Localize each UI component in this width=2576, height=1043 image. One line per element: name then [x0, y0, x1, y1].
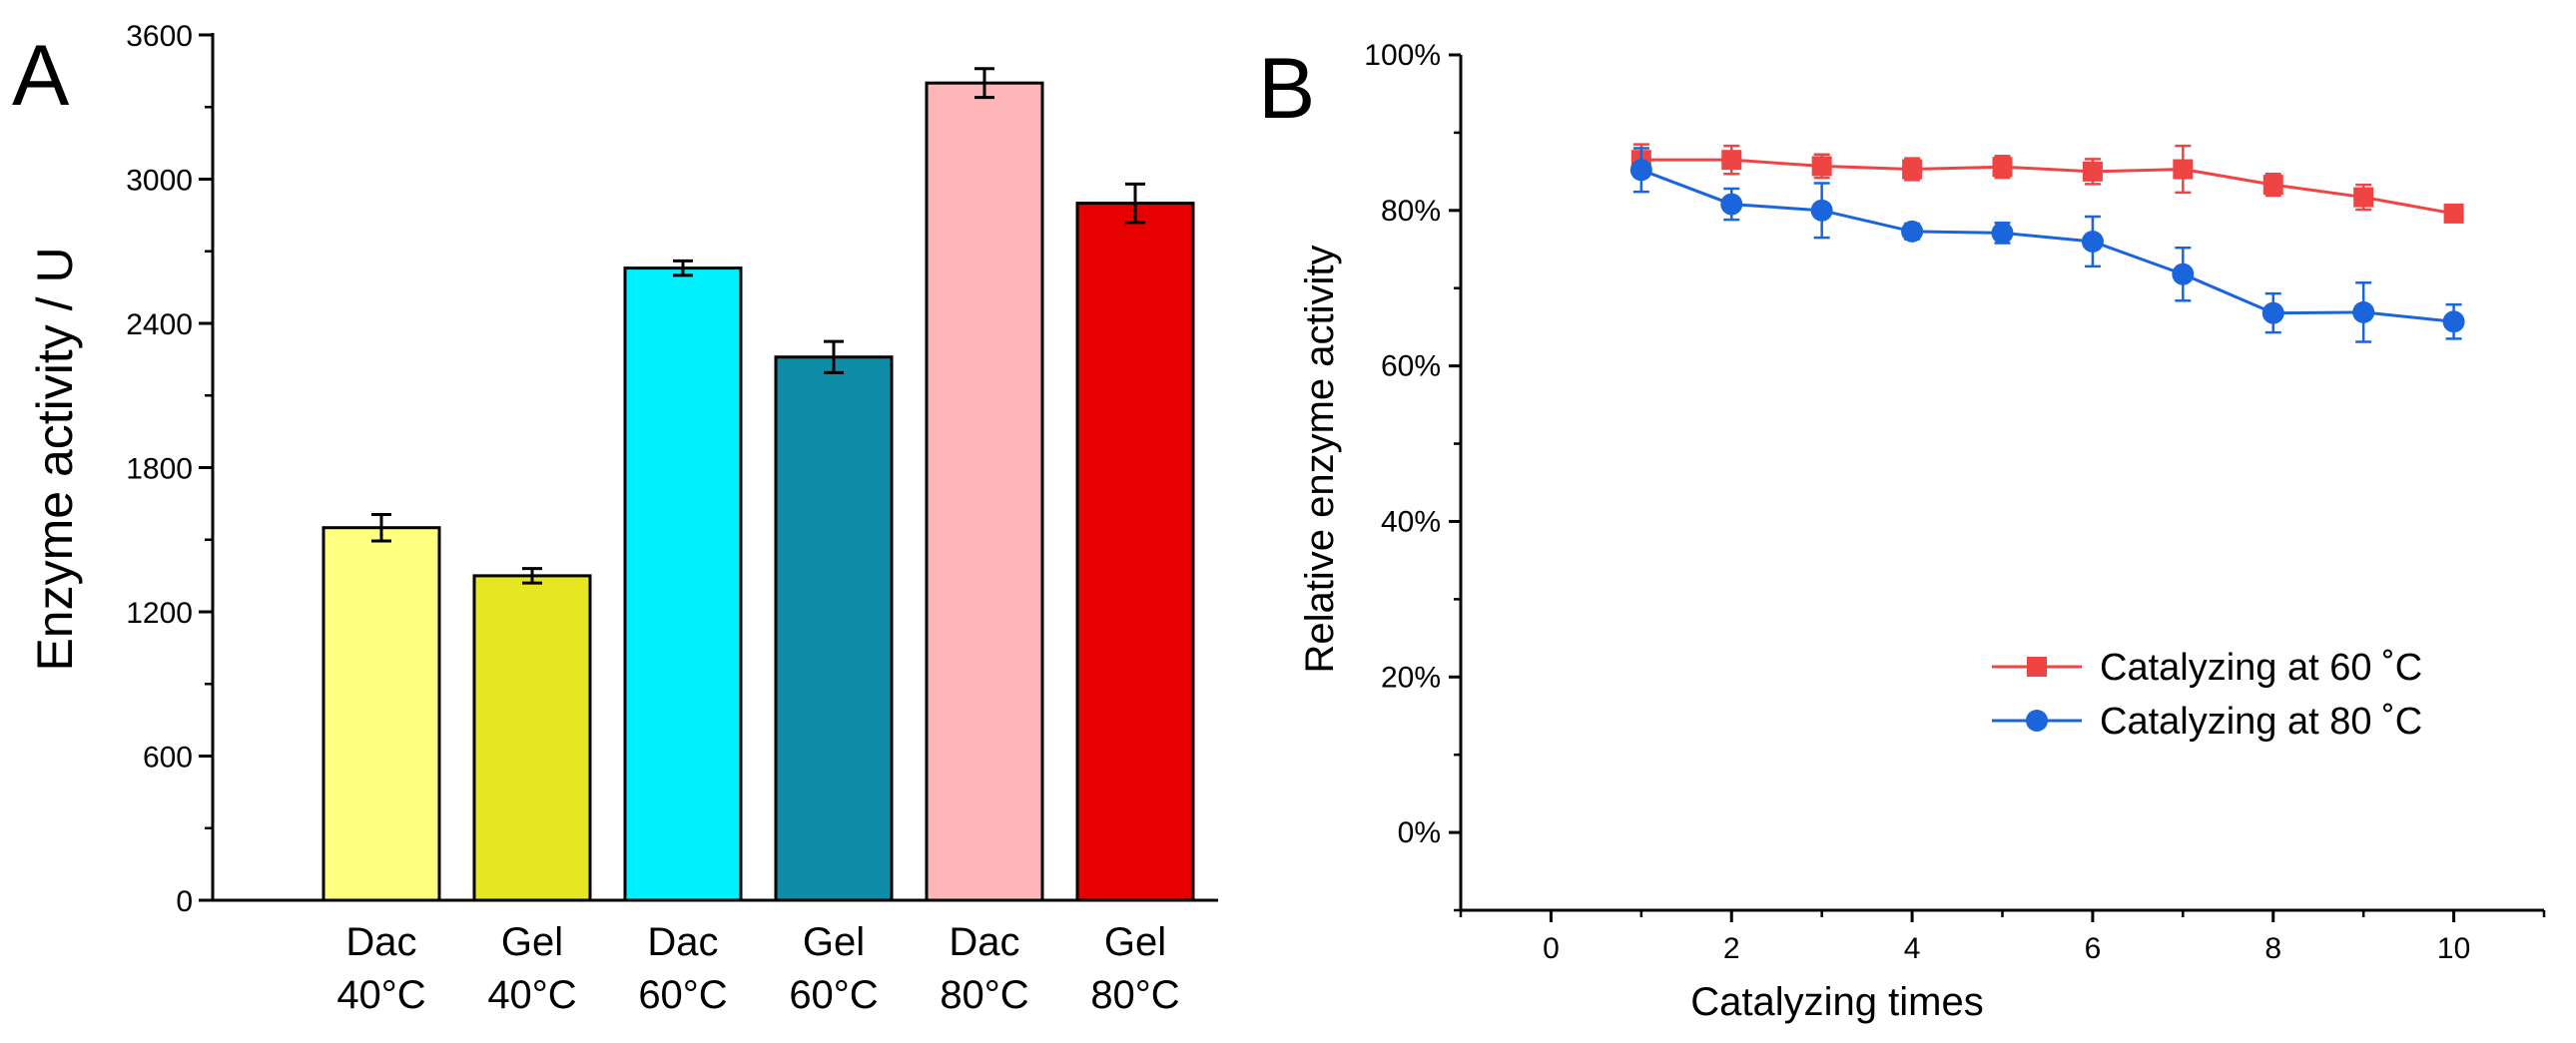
legend-marker-60c	[2027, 657, 2047, 677]
panel-a-error-bars	[371, 67, 1145, 585]
panel-b-series-line	[1640, 168, 2454, 323]
panel-b-point-circle	[1901, 220, 1924, 243]
legend-label-60c: Catalyzing at 60 ˚C	[2100, 647, 2422, 689]
panel-b-x-axis-title: Catalyzing times	[1690, 980, 1983, 1024]
panel-b-point-square	[2173, 159, 2194, 180]
panel-b-point-circle	[1629, 159, 1652, 182]
panel-a-category-label-line2: 80°C	[1090, 973, 1179, 1017]
panel-b-x-tick-label: 0	[1543, 932, 1560, 965]
panel-a-y-tick-label: 600	[143, 742, 193, 775]
panel-a-bar	[774, 355, 894, 902]
panel-b-y-tick-label: 0%	[1398, 816, 1441, 849]
panel-b-point-square	[2353, 187, 2374, 208]
panel-a-bar	[623, 266, 743, 902]
panel-a-y-tick-label: 1800	[126, 453, 193, 486]
panel-b-point-square	[1811, 156, 1832, 177]
panel-b-series	[1629, 143, 2465, 343]
panel-b-x-tick-label: 8	[2264, 932, 2281, 965]
panel-b-y-tick-label: 40%	[1381, 505, 1441, 538]
panel-b-point-square	[1992, 157, 2013, 178]
panel-b-point-circle	[1810, 199, 1833, 222]
panel-b-point-circle	[2352, 300, 2375, 323]
panel-a-category-label-line2: 40°C	[336, 973, 425, 1017]
panel-b-x-tick-label: 2	[1723, 932, 1740, 965]
legend-marker-80c	[2026, 710, 2048, 732]
panel-b-point-circle	[2442, 310, 2465, 333]
panel-b-series-line	[1640, 158, 2454, 216]
panel-b-x-tick-label: 10	[2437, 932, 2470, 965]
panel-a-y-tick-label: 0	[176, 885, 193, 918]
panel-b-point-square	[2443, 203, 2464, 224]
panel-b-x-tick-label: 4	[1904, 932, 1921, 965]
panel-a-letter: A	[12, 28, 70, 124]
panel-a-category-label-line2: 40°C	[487, 973, 576, 1017]
panel-a-category-label-line2: 60°C	[789, 973, 878, 1017]
panel-a-bar	[472, 574, 592, 902]
panel-b-y-tick-label: 60%	[1381, 350, 1441, 383]
panel-a-bar	[925, 81, 1044, 902]
panel-a-category-label-line1: Dac	[345, 920, 416, 964]
panel-a-category-label-line2: 80°C	[940, 973, 1028, 1017]
panel-b-y-ticks: 0% 20% 40% 60% 80% 100%	[1364, 39, 1461, 912]
panel-a-bar	[322, 526, 441, 902]
panel-b-point-square	[1721, 150, 1742, 171]
panel-b-point-square	[2262, 175, 2283, 196]
panel-a-y-tick-label: 3000	[126, 165, 193, 198]
panel-b-y-tick-label: 20%	[1381, 661, 1441, 694]
panel-b-line-chart: B Relative enzyme activity Catalyzing ti…	[1258, 39, 2546, 1024]
panel-b-point-circle	[2172, 262, 2195, 285]
panel-a-category-label-line1: Dac	[647, 920, 718, 964]
panel-b-point-circle	[1991, 222, 2014, 245]
panel-b-legend: Catalyzing at 60 ˚C Catalyzing at 80 ˚C	[1992, 647, 2422, 743]
panel-a-category-label-line1: Gel	[1104, 920, 1166, 964]
panel-b-series-0	[1630, 143, 2464, 224]
panel-b-point-circle	[2261, 301, 2284, 324]
panel-a-category-label-line1: Dac	[949, 920, 1019, 964]
panel-b-point-square	[1902, 159, 1923, 180]
legend-label-80c: Catalyzing at 80 ˚C	[2100, 701, 2422, 743]
panel-b-letter: B	[1258, 41, 1315, 137]
panel-a-category-label-line2: 60°C	[638, 973, 727, 1017]
panel-a-category-label-line1: Gel	[803, 920, 865, 964]
panel-a-category-label-line1: Gel	[501, 920, 563, 964]
panel-b-y-axis-title: Relative enzyme activity	[1298, 245, 1342, 673]
panel-a-category-labels: Dac 40°C Gel 40°C Dac 60°C Gel 60°C Dac 80°C Gel 80…	[336, 920, 1179, 1017]
panel-a-y-tick-label: 3600	[126, 20, 193, 53]
panel-a-bar-chart: A Enzyme activity / U 0 600 1200 1800 2400 30…	[12, 20, 1218, 1017]
panel-b-y-tick-label: 100%	[1364, 39, 1441, 72]
panel-a-bars	[322, 81, 1195, 902]
panel-b-point-square	[2082, 161, 2103, 182]
panel-b-x-ticks: 0 2 4 6 8 10	[1459, 910, 2546, 965]
panel-b-y-tick-label: 80%	[1381, 195, 1441, 228]
panel-b-point-circle	[1720, 193, 1743, 216]
panel-a-y-ticks: 0 600 1200 1800 2400 3000 3600	[126, 20, 213, 918]
panel-b-x-tick-label: 6	[2085, 932, 2102, 965]
panel-a-y-tick-label: 1200	[126, 597, 193, 630]
panel-a-y-axis-title: Enzyme activity / U	[27, 247, 83, 671]
panel-a-bar	[1075, 202, 1195, 902]
panel-b-series-1	[1629, 147, 2465, 343]
panel-a-y-tick-label: 2400	[126, 308, 193, 341]
panel-b-point-circle	[2081, 230, 2104, 253]
